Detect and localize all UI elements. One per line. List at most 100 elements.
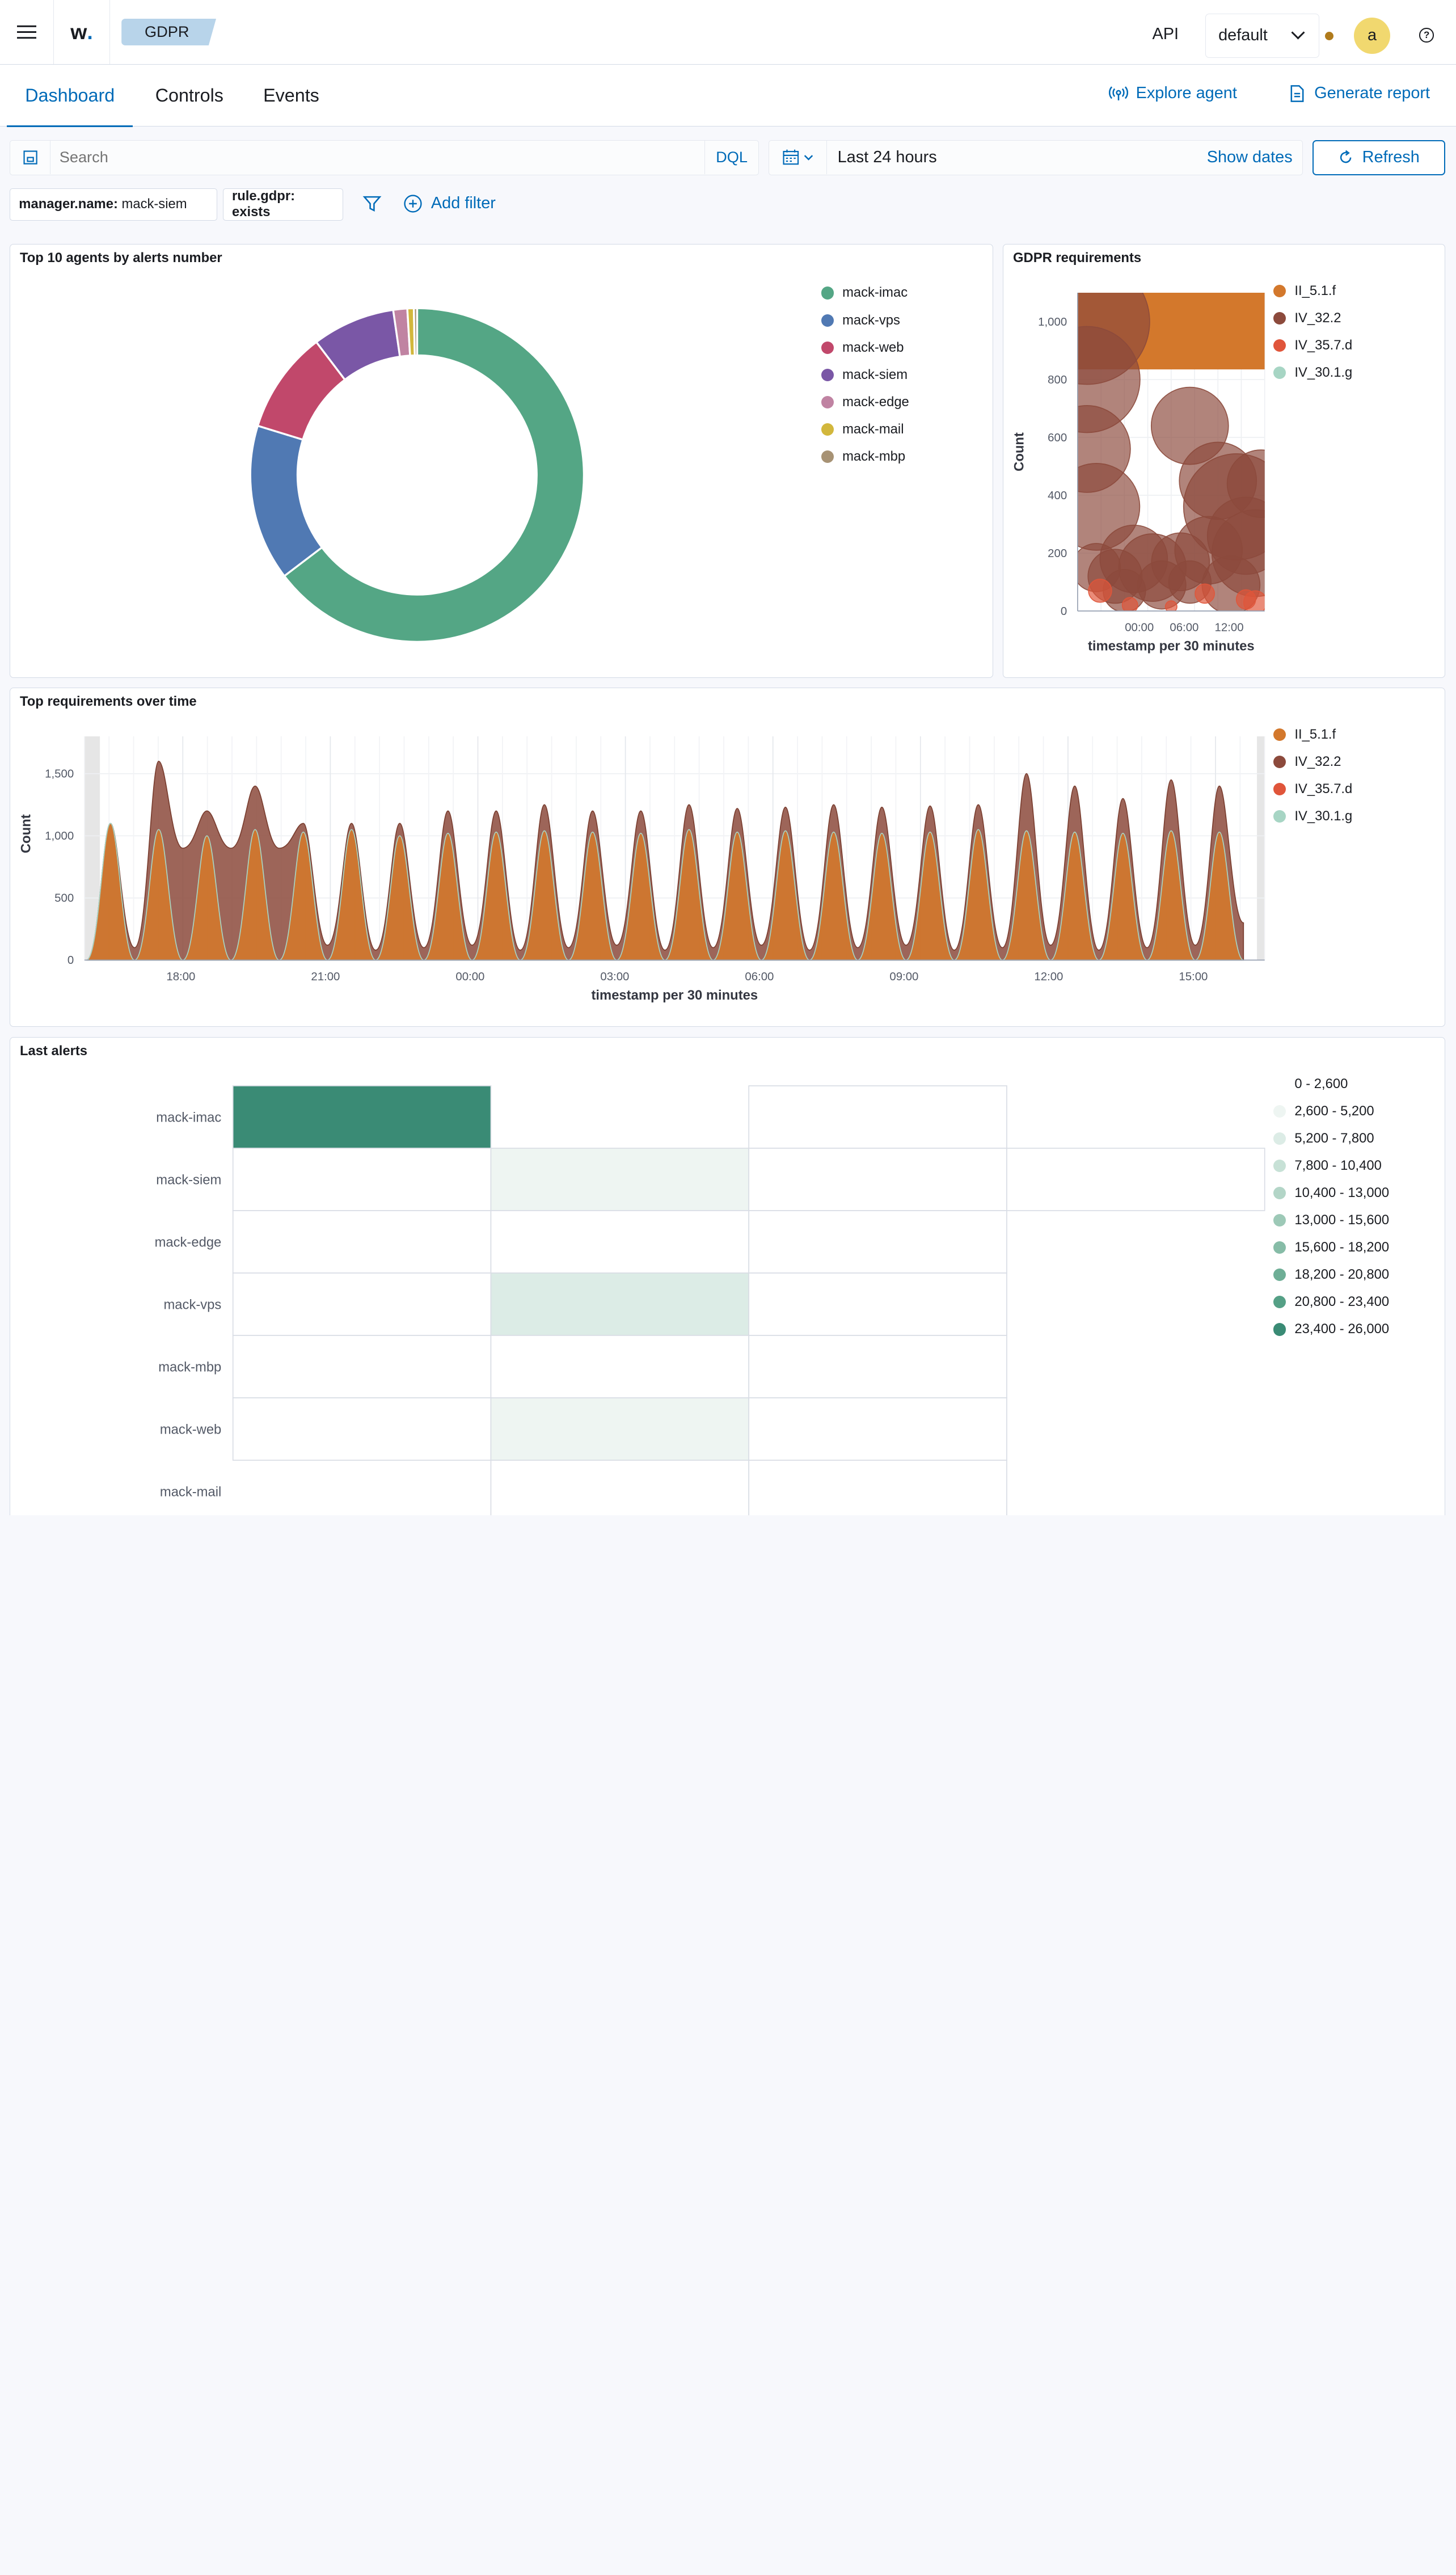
tick-label: 09:00 — [889, 971, 918, 983]
status-dot — [1324, 32, 1334, 41]
avatar[interactable]: a — [1353, 17, 1391, 54]
heat-cell — [232, 1397, 492, 1461]
tick-label: 12:00 — [1215, 622, 1244, 634]
legend-label: 15,600 - 18,200 — [1294, 1240, 1390, 1255]
generate-report-button[interactable]: Generate report — [1288, 84, 1430, 103]
legend-swatch — [821, 423, 834, 436]
legend-item[interactable]: IV_30.1.g — [1273, 365, 1352, 381]
legend-item[interactable]: mack-siem — [821, 367, 908, 383]
query-language-button[interactable]: DQL — [704, 140, 758, 174]
panel-title: Top requirements over time — [20, 694, 197, 710]
add-filter-button[interactable]: Add filter — [403, 194, 496, 213]
legend-item[interactable]: 5,200 - 7,800 — [1273, 1131, 1374, 1147]
tick-label: 200 — [1048, 547, 1067, 560]
heat-cell — [490, 1147, 750, 1211]
menu-icon[interactable] — [0, 0, 54, 65]
legend-item[interactable]: mack-imac — [821, 285, 908, 301]
legend-label: mack-vps — [842, 312, 900, 328]
data-point — [1226, 449, 1265, 519]
tab-events[interactable]: Events — [263, 85, 319, 106]
document-icon — [1290, 85, 1303, 102]
search-input[interactable] — [59, 140, 696, 174]
filter-pill-gdpr[interactable]: rule.gdpr: exists — [222, 188, 344, 221]
legend-item[interactable]: 15,600 - 18,200 — [1273, 1240, 1389, 1255]
data-point — [1164, 600, 1178, 612]
tick-label: 00:00 — [455, 971, 484, 983]
add-filter-label: Add filter — [431, 194, 496, 213]
legend-label: mack-edge — [842, 394, 909, 410]
legend-item[interactable]: 20,800 - 23,400 — [1273, 1294, 1389, 1310]
tick-label: 1,000 — [45, 830, 74, 842]
tick-label: 00:00 — [1125, 622, 1154, 634]
legend-item[interactable]: 23,400 - 26,000 — [1273, 1321, 1389, 1337]
legend-label: IV_35.7.d — [1294, 781, 1353, 797]
app-logo[interactable]: w. — [54, 0, 110, 65]
legend-item[interactable]: 7,800 - 10,400 — [1273, 1158, 1382, 1174]
legend-label: 18,200 - 20,800 — [1294, 1267, 1390, 1283]
explore-agent-button[interactable]: Explore agent — [1109, 84, 1237, 103]
breadcrumb[interactable]: GDPR — [121, 18, 217, 46]
legend-swatch — [821, 286, 834, 300]
legend-item[interactable]: IV_35.7.d — [1273, 338, 1352, 353]
heat-cell — [490, 1459, 750, 1515]
tick-label: 1,500 — [45, 768, 74, 781]
refresh-button[interactable]: Refresh — [1312, 140, 1446, 176]
legend-item[interactable]: IV_35.7.d — [1273, 781, 1352, 797]
legend-label: mack-mbp — [842, 449, 906, 465]
legend-label: 10,400 - 13,000 — [1294, 1185, 1390, 1200]
legend-item[interactable]: IV_32.2 — [1273, 754, 1341, 770]
pie-slice — [282, 307, 585, 643]
time-range-label[interactable]: Last 24 hours — [837, 148, 937, 167]
heat-cell — [490, 1334, 750, 1398]
tab-dashboard[interactable]: Dashboard — [6, 65, 133, 128]
api-link[interactable]: API — [1152, 25, 1179, 44]
legend-swatch — [1273, 312, 1286, 325]
panel-top-agents: Top 10 agents by alerts number mack-imac… — [10, 244, 993, 678]
legend-item[interactable]: mack-vps — [821, 313, 900, 328]
legend-label: IV_30.1.g — [1294, 808, 1353, 824]
help-icon[interactable]: ? — [1419, 28, 1434, 43]
heat-cell — [490, 1209, 750, 1274]
tick-label: 0 — [67, 954, 74, 967]
legend-swatch — [1273, 810, 1286, 823]
filter-pill-manager[interactable]: manager.name: mack-siem — [10, 188, 217, 221]
legend-swatch — [1273, 1214, 1286, 1227]
panel-gdpr-requirements: GDPR requirements 0 200 400 600 800 1,000 00:0… — [1003, 244, 1446, 678]
filter-icon[interactable] — [362, 194, 382, 213]
legend-label: mack-imac — [842, 285, 908, 301]
legend-item[interactable]: II_5.1.f — [1273, 727, 1336, 743]
legend-item[interactable]: IV_32.2 — [1273, 310, 1341, 326]
chevron-down-icon — [1291, 26, 1305, 40]
save-query-icon[interactable] — [10, 140, 51, 174]
row-label: mack-mail — [160, 1484, 221, 1499]
data-point — [1088, 579, 1112, 603]
legend-item[interactable]: IV_30.1.g — [1273, 808, 1352, 824]
axis-title: timestamp per 30 minutes — [592, 988, 758, 1003]
legend-item[interactable]: 10,400 - 13,000 — [1273, 1185, 1389, 1201]
legend-item[interactable]: 0 - 2,600 — [1273, 1076, 1348, 1092]
legend-item[interactable]: 18,200 - 20,800 — [1273, 1267, 1389, 1283]
legend-item[interactable]: mack-mail — [821, 422, 904, 437]
legend-item[interactable]: 2,600 - 5,200 — [1273, 1103, 1374, 1119]
space-select[interactable]: default — [1205, 13, 1319, 58]
data-point — [1195, 583, 1216, 604]
tab-controls[interactable]: Controls — [155, 85, 223, 106]
show-dates-button[interactable]: Show dates — [1206, 148, 1293, 167]
legend-label: mack-web — [842, 339, 904, 355]
legend-swatch — [1273, 366, 1286, 380]
legend-item[interactable]: II_5.1.f — [1273, 283, 1336, 299]
tab-bar: Dashboard Controls Events Explore agent … — [0, 64, 1456, 128]
date-picker: Last 24 hours Show dates — [768, 140, 1303, 176]
row-label: mack-edge — [155, 1234, 222, 1250]
generate-report-label: Generate report — [1314, 84, 1430, 103]
legend-item[interactable]: mack-edge — [821, 394, 909, 410]
panel-title: Last alerts — [20, 1043, 88, 1059]
calendar-icon[interactable] — [769, 140, 827, 174]
legend-swatch — [821, 450, 834, 463]
legend-item[interactable]: mack-web — [821, 340, 904, 356]
filter-field: rule.gdpr: exists — [231, 188, 296, 220]
legend-item[interactable]: 13,000 - 15,600 — [1273, 1212, 1389, 1228]
tick-label: 15:00 — [1179, 971, 1208, 983]
legend-swatch — [1273, 756, 1286, 769]
legend-item[interactable]: mack-mbp — [821, 449, 905, 465]
